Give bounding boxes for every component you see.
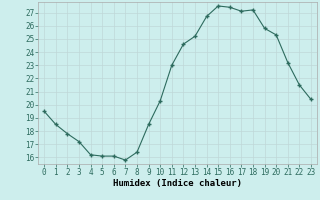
X-axis label: Humidex (Indice chaleur): Humidex (Indice chaleur) [113,179,242,188]
